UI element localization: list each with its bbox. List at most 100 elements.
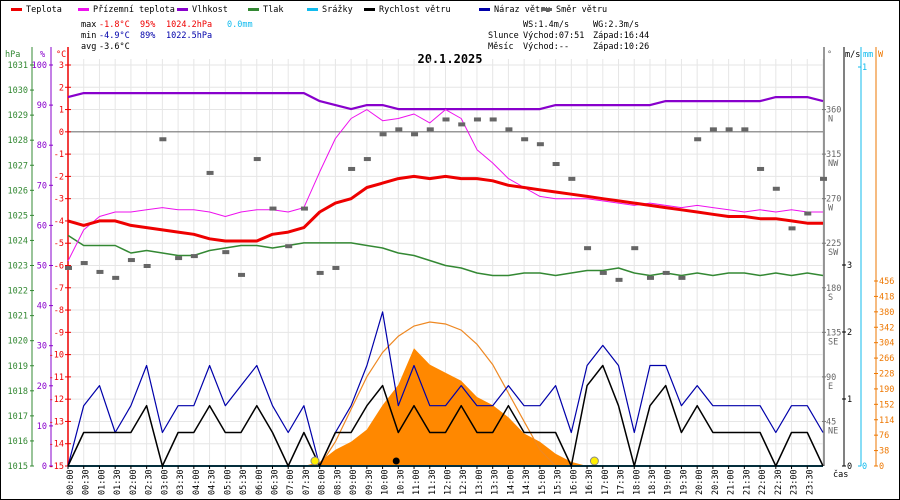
temperature-tick-label: -11 — [49, 373, 64, 383]
direction-tick-compass: S — [828, 293, 833, 303]
direction-tick-compass: N — [828, 115, 833, 125]
wind-direction-point — [395, 127, 403, 132]
wind-direction-point — [772, 186, 780, 191]
hum-min: 89% — [140, 31, 155, 41]
theoretical-solar-curve — [319, 321, 557, 467]
press-min: 1022.5hPa — [166, 31, 212, 41]
x-tick-label: 03:00 — [160, 469, 170, 495]
humidity-tick-label: 70 — [37, 181, 47, 191]
solar-tick-label: 38 — [879, 447, 889, 457]
temperature-tick-label: -7 — [54, 284, 64, 294]
humidity-tick-label: 20 — [37, 382, 47, 392]
wind-direction-point — [426, 127, 434, 132]
pressure-tick-label: 1018 — [8, 387, 28, 397]
wind-direction-point — [143, 263, 151, 268]
temperature-tick-label: 3 — [59, 61, 64, 71]
wind-direction-point — [285, 244, 293, 249]
temperature-tick-label: -8 — [54, 306, 64, 316]
pressure-tick-label: 1025 — [8, 211, 28, 221]
wind-direction-point — [379, 132, 387, 137]
pressure-tick-label: 1028 — [8, 136, 28, 146]
wind-direction-point — [552, 162, 560, 167]
pressure-tick-label: 1016 — [8, 437, 28, 447]
wind-direction-point — [458, 122, 466, 127]
humidity-tick-label: 100 — [32, 61, 47, 71]
x-tick-label: 11:30 — [428, 469, 438, 495]
pressure-tick-label: 1019 — [8, 362, 28, 372]
x-axis-labels: 00:00 00:30 01:00 01:30 02:00 02:30 03:00 03:30… — [66, 465, 823, 495]
wind-direction-point — [80, 261, 88, 266]
wind-gust-max: WG:2.3m/s — [593, 20, 639, 30]
wind-direction-point — [348, 166, 356, 171]
temperature-tick-label: -5 — [54, 239, 64, 249]
legend-label-wind: Rychlost větru — [379, 5, 451, 15]
x-tick-label: 05:00 — [223, 469, 233, 495]
pressure-tick-label: 1024 — [8, 236, 28, 246]
moonset: Západ:10:26 — [593, 42, 649, 52]
temperature-tick-label: -13 — [49, 417, 64, 427]
wind-direction-point — [709, 127, 717, 132]
temp-max: -1.8°C — [99, 20, 130, 30]
direction-tick-label: 180 — [826, 284, 841, 294]
x-tick-label: 00:30 — [82, 469, 92, 495]
humidity-tick-label: 50 — [37, 262, 47, 272]
wind-direction-point — [521, 137, 529, 142]
rain-total: 0.0mm — [227, 20, 253, 30]
grid — [67, 59, 824, 467]
temperature-tick-label: -15 — [49, 462, 64, 472]
wind-direction-point — [662, 270, 670, 275]
direction-tick-compass: SE — [828, 337, 838, 347]
wind-axis-unit: m/s — [845, 50, 860, 60]
wind-direction-point — [741, 127, 749, 132]
x-tick-label: 13:30 — [491, 469, 501, 495]
x-tick-label: 18:00 — [632, 469, 642, 495]
x-tick-label: 13:00 — [475, 469, 485, 495]
wind-direction-point — [678, 275, 686, 280]
humidity-tick-label: 30 — [37, 342, 47, 352]
x-tick-label: 03:30 — [176, 469, 186, 495]
legend-label-temp: Teplota — [26, 5, 62, 15]
x-tick-label: 19:00 — [664, 469, 674, 495]
direction-tick-compass: NW — [828, 159, 839, 169]
wind-direction-point — [473, 117, 481, 122]
legend-label-feels: Přízemní teplota — [93, 5, 175, 15]
direction-tick-compass: W — [828, 204, 834, 214]
pressure-tick-label: 1030 — [8, 86, 28, 96]
legend-swatch-dir — [541, 8, 552, 11]
x-tick-label: 01:30 — [113, 469, 123, 495]
x-tick-label: 04:00 — [192, 469, 202, 495]
stats-block: max -1.8°C 95% 1024.2hPa 0.0mm min -4.9°… — [81, 20, 649, 52]
min-label: min — [81, 31, 96, 41]
legend: Teplota Přízemní teplota Vlhkost Tlak Srážky… — [11, 5, 607, 15]
wind-direction-point — [505, 127, 513, 132]
wind-direction-point — [363, 157, 371, 162]
solar-tick-label: 228 — [879, 370, 894, 380]
solar-tick-label: 0 — [879, 462, 884, 472]
wind-direction-point — [568, 176, 576, 181]
temp-avg: -3.6°C — [99, 42, 130, 52]
solar-radiation-area — [68, 348, 823, 466]
wind-direction-point — [190, 254, 198, 259]
legend-swatch-temp — [11, 8, 22, 11]
sunrise: Východ:07:51 — [523, 31, 584, 41]
moonset-marker — [392, 457, 400, 465]
x-tick-label: 17:00 — [601, 469, 611, 495]
wind-direction-point — [411, 132, 419, 137]
wind-direction-point — [269, 206, 277, 211]
x-tick-label: 22:00 — [758, 469, 768, 495]
wind-direction-point — [159, 137, 167, 142]
sun-label: Slunce — [488, 31, 519, 41]
pressure-tick-label: 1022 — [8, 287, 28, 297]
wind-direction-point — [694, 137, 702, 142]
temperature-axis-unit: °C — [56, 50, 66, 60]
wind-tick-label: 3 — [847, 261, 852, 271]
press-max: 1024.2hPa — [166, 20, 212, 30]
sunset-marker — [589, 456, 599, 466]
x-tick-label: 23:00 — [790, 469, 800, 495]
wind-direction-point — [332, 265, 340, 270]
temperature-tick-label: -6 — [54, 262, 64, 272]
temperature-tick-label: 0 — [59, 128, 64, 138]
wind-direction-point — [442, 117, 450, 122]
pressure-tick-label: 1026 — [8, 186, 28, 196]
